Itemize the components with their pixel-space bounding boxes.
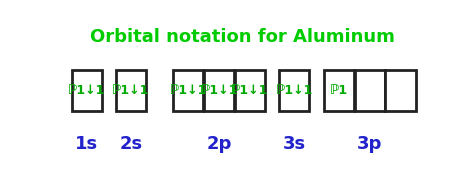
Bar: [204, 70, 234, 111]
Text: Orbital notation for Aluminum: Orbital notation for Aluminum: [91, 28, 395, 46]
Bar: [324, 70, 354, 111]
Bar: [235, 70, 265, 111]
Text: ℙ1↓1: ℙ1↓1: [231, 84, 269, 97]
Text: ℙ1↓1: ℙ1↓1: [68, 84, 106, 97]
Bar: [385, 70, 416, 111]
Text: 2s: 2s: [119, 135, 143, 153]
Text: 3p: 3p: [357, 135, 383, 153]
Text: ℙ1↓1: ℙ1↓1: [201, 84, 238, 97]
Bar: [279, 70, 310, 111]
Bar: [355, 70, 385, 111]
Text: 2p: 2p: [206, 135, 232, 153]
Bar: [173, 70, 203, 111]
Text: 1s: 1s: [75, 135, 99, 153]
Text: ℙ1↓1: ℙ1↓1: [276, 84, 313, 97]
Bar: [116, 70, 146, 111]
Text: ℙ1: ℙ1: [330, 84, 348, 97]
Text: ℙ1↓1: ℙ1↓1: [170, 84, 207, 97]
Text: ℙ1↓1: ℙ1↓1: [112, 84, 150, 97]
Text: 3s: 3s: [283, 135, 306, 153]
Bar: [72, 70, 102, 111]
